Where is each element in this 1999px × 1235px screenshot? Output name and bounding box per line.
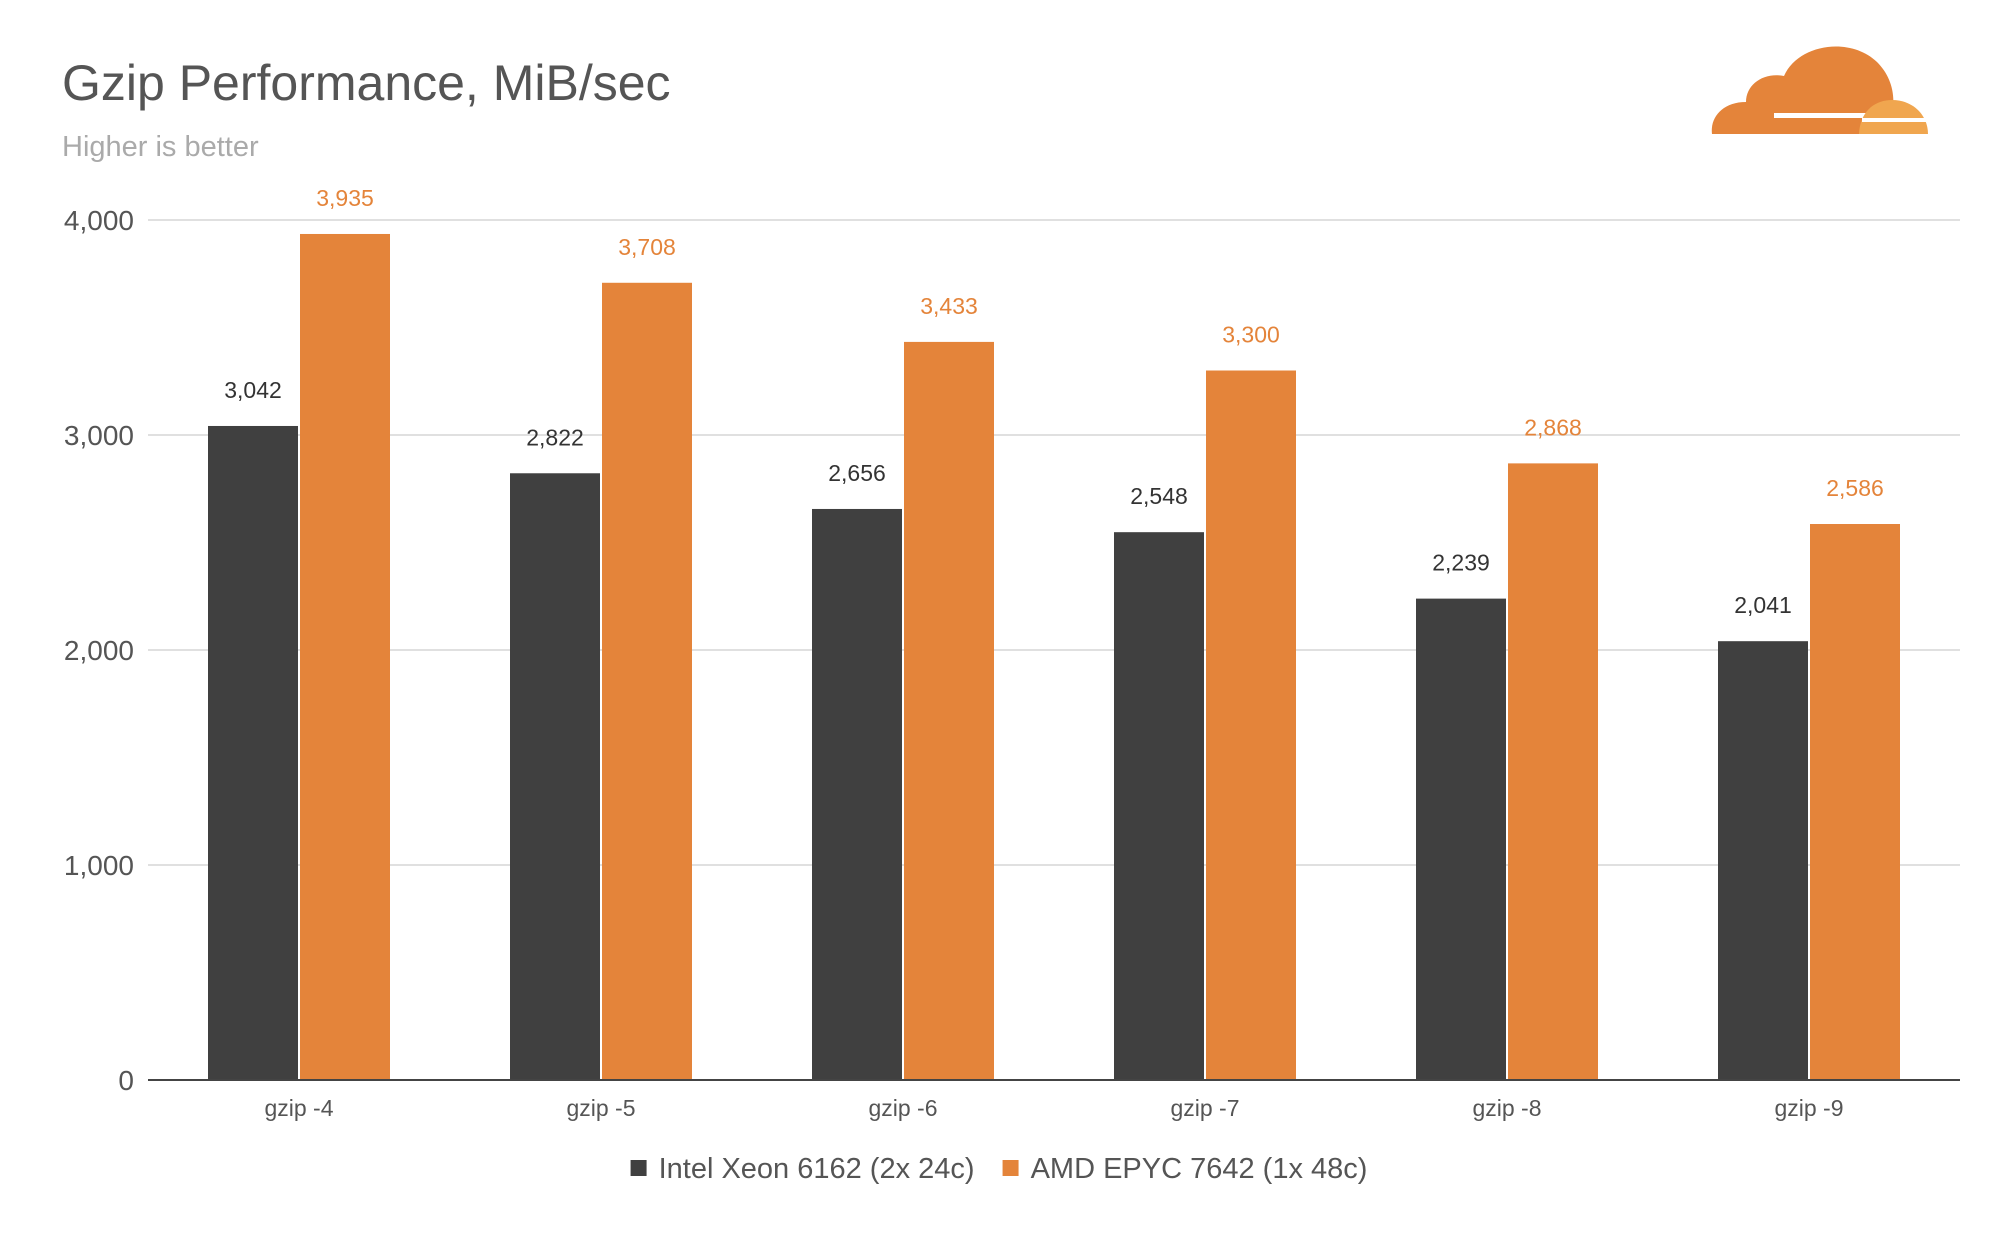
x-tick-label: gzip -8 [1472,1095,1541,1121]
x-tick-label: gzip -4 [264,1095,333,1121]
data-label: 3,300 [1222,322,1280,348]
bar [1508,463,1598,1080]
chart-subtitle: Higher is better [62,131,259,163]
data-label: 3,042 [224,377,282,403]
data-label: 2,656 [828,460,886,486]
data-label: 2,041 [1734,592,1792,618]
data-label: 2,822 [526,424,584,450]
chart-title: Gzip Performance, MiB/sec [62,55,671,111]
data-label: 2,586 [1826,475,1884,501]
data-label: 2,239 [1432,550,1490,576]
bar [1114,532,1204,1080]
legend-label: AMD EPYC 7642 (1x 48c) [1031,1153,1368,1185]
bar [1810,524,1900,1080]
y-tick-label: 1,000 [64,850,134,881]
x-tick-label: gzip -6 [868,1095,937,1121]
bar [602,282,692,1080]
data-label: 3,935 [316,185,374,211]
bar [1416,598,1506,1080]
x-tick-label: gzip -7 [1170,1095,1239,1121]
data-label: 2,548 [1130,483,1188,509]
y-tick-label: 3,000 [64,420,134,451]
bar [510,473,600,1080]
data-label: 3,433 [920,293,978,319]
x-axis: gzip -4 gzip -5 gzip -6 gzip -7 gzip -8 gzip … [264,1095,1843,1121]
data-label: 2,868 [1524,414,1582,440]
y-tick-label: 2,000 [64,635,134,666]
bar [812,508,902,1081]
y-axis: 0 1,000 2,000 3,000 4,000 [64,205,134,1096]
legend-label: Intel Xeon 6162 (2x 24c) [659,1153,975,1185]
bar [300,233,390,1081]
x-tick-label: gzip -9 [1774,1095,1843,1121]
data-labels: 3,042 3,935 2,822 3,708 2,656 3,433 2,548 3,300… [224,185,1884,618]
bar [1718,641,1808,1080]
y-tick-label: 0 [118,1065,134,1096]
y-tick-label: 4,000 [64,205,134,236]
x-tick-label: gzip -5 [566,1095,635,1121]
data-label: 3,708 [618,234,676,260]
grid-lines [148,219,1960,866]
cloudflare-cloud-icon [1711,46,1928,134]
bar [1206,370,1296,1080]
bars [208,233,1900,1081]
bar [208,425,298,1081]
legend-swatch [630,1160,647,1176]
bar [904,341,994,1080]
legend-swatch [1002,1160,1019,1176]
legend: Intel Xeon 6162 (2x 24c) AMD EPYC 7642 (1… [630,1153,1368,1185]
